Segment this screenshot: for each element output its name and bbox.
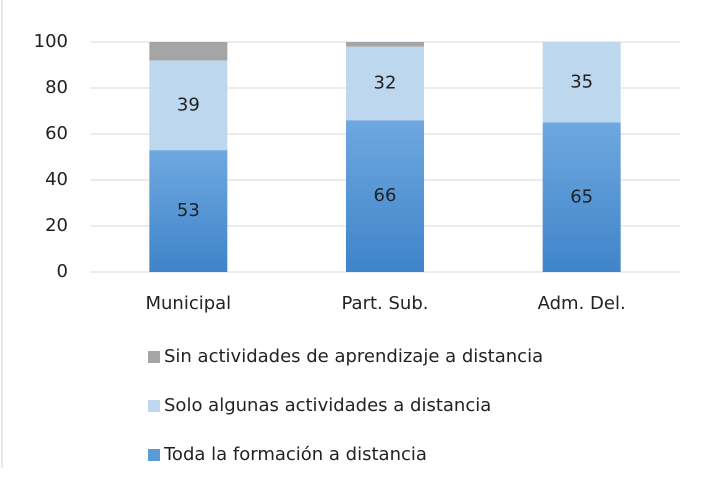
x-tick-label: Municipal xyxy=(145,293,231,314)
bar-segment xyxy=(542,42,621,123)
bar-segment xyxy=(346,42,424,47)
bar-segment xyxy=(542,122,621,272)
y-tick-label: 20 xyxy=(45,215,68,236)
data-label: 32 xyxy=(374,72,397,93)
y-tick-label: 80 xyxy=(45,77,68,98)
bar-segment xyxy=(149,42,228,61)
legend-swatch xyxy=(148,351,160,363)
data-label: 53 xyxy=(177,200,200,221)
legend-label: Toda la formación a distancia xyxy=(163,444,427,465)
data-label: 65 xyxy=(570,186,593,207)
legend-label: Solo algunas actividades a distancia xyxy=(164,395,491,416)
legend-swatch xyxy=(148,449,160,461)
data-label: 39 xyxy=(177,94,200,115)
x-tick-label: Part. Sub. xyxy=(342,293,429,314)
bar-segment xyxy=(149,60,228,151)
y-tick-label: 60 xyxy=(45,123,68,144)
y-tick-label: 0 xyxy=(57,261,68,282)
y-tick-label: 100 xyxy=(34,31,68,52)
legend-label: Sin actividades de aprendizaje a distanc… xyxy=(164,346,543,367)
x-tick-label: Adm. Del. xyxy=(538,293,626,314)
data-label: 66 xyxy=(374,185,397,206)
data-label: 35 xyxy=(570,71,593,92)
bar-segment xyxy=(346,120,424,272)
legend-swatch xyxy=(148,400,160,412)
bar-segment xyxy=(149,150,228,272)
y-tick-label: 40 xyxy=(45,169,68,190)
bar-segment xyxy=(346,46,424,121)
